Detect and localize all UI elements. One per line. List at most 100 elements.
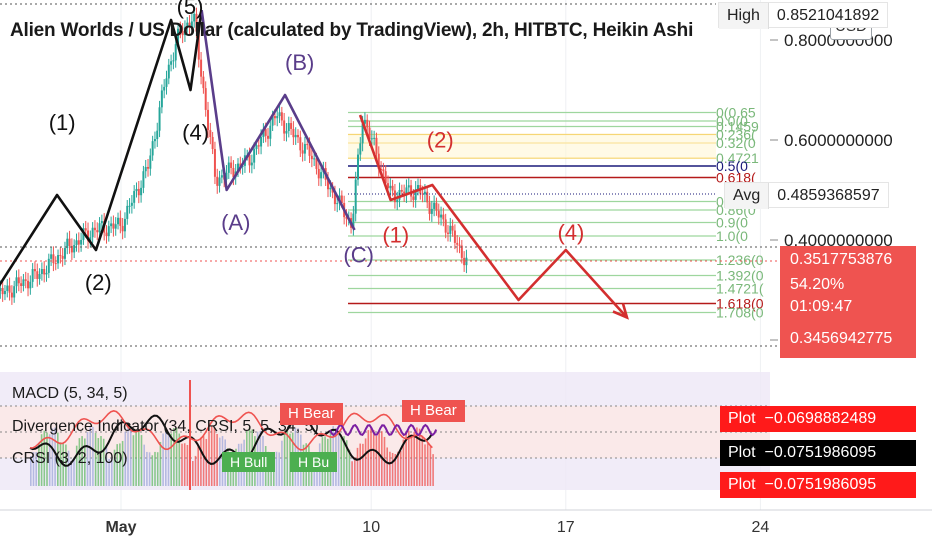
candle-body-94 <box>170 61 173 65</box>
candle-body-138 <box>271 116 274 126</box>
macd-bar-31 <box>113 449 116 486</box>
macd-bar-117 <box>345 440 348 486</box>
macd-bar-75 <box>232 458 235 486</box>
macd-bar-124 <box>364 438 367 486</box>
candle-body-162 <box>326 179 329 190</box>
macd-bar-70 <box>219 437 221 486</box>
fib-label-12: 1.236(0 <box>716 252 764 268</box>
macd-bar-137 <box>399 450 402 486</box>
fib-band-yellow <box>348 134 716 158</box>
candle-body-208 <box>433 202 436 209</box>
wave-label-wB: (B) <box>285 50 314 75</box>
candle-body-95 <box>172 60 175 62</box>
candle-body-146 <box>290 123 293 129</box>
fib-label-14: 1.4721( <box>716 281 764 297</box>
macd-bar-91 <box>275 451 278 486</box>
candle-body-123 <box>237 163 240 172</box>
candle-body-50 <box>68 238 71 246</box>
bear-label-1: H Bear <box>280 403 343 425</box>
candle-body-32 <box>27 280 30 289</box>
candle-body-204 <box>423 191 426 195</box>
candle-body-83 <box>144 166 147 172</box>
candle-layer <box>0 7 468 305</box>
macd-bar-122 <box>359 443 361 486</box>
macd-bar-127 <box>372 430 375 486</box>
candle-body-104 <box>193 13 196 22</box>
crsi-line <box>29 413 434 467</box>
candle-body-145 <box>287 123 290 131</box>
macd-bar-143 <box>416 427 418 486</box>
candle-body-158 <box>317 168 320 179</box>
macd-bar-51 <box>167 433 170 486</box>
candle-body-141 <box>278 112 281 117</box>
macd-bar-105 <box>313 461 316 486</box>
candle-body-35 <box>33 269 36 272</box>
candle-body-193 <box>398 189 401 200</box>
macd-bar-121 <box>356 447 359 486</box>
candle-body-116 <box>220 175 223 178</box>
candle-body-150 <box>299 137 302 151</box>
macd-bar-136 <box>397 451 399 486</box>
candle-body-87 <box>153 139 156 142</box>
macd-bar-67 <box>210 426 213 486</box>
candle-body-88 <box>156 130 159 140</box>
candle-body-133 <box>260 137 263 147</box>
candle-body-24 <box>8 285 11 293</box>
candle-body-60 <box>91 227 94 238</box>
plot-tag-3-value: −0.0751986095 <box>764 476 877 493</box>
candle-body-181 <box>370 138 373 140</box>
macd-bar-139 <box>405 432 407 486</box>
candle-body-93 <box>167 64 170 79</box>
macd-bar-15 <box>70 460 73 486</box>
fib-label-1: 0.0(0 <box>716 113 748 129</box>
macd-bar-135 <box>394 454 397 486</box>
wave-label-w5: (5) <box>177 0 204 19</box>
candle-body-191 <box>393 190 396 203</box>
last-price-tag: 0.3517753876 54.20% 01:09:47 0.345694277… <box>780 246 916 358</box>
crsi-label: CRSI (3, 2, 100) <box>12 450 128 467</box>
candle-body-148 <box>294 134 297 138</box>
fib-label-16: 1.708(0 <box>716 305 764 321</box>
candle-body-175 <box>356 154 359 180</box>
candle-body-201 <box>416 185 419 189</box>
wave-label-w4: (4) <box>182 120 209 145</box>
plot-tag-2-value: −0.0751986095 <box>764 444 877 461</box>
candle-body-174 <box>354 179 357 214</box>
candle-body-194 <box>400 189 403 192</box>
macd-bar-14 <box>67 450 70 486</box>
candle-body-105 <box>195 13 198 32</box>
candle-body-92 <box>165 78 168 87</box>
macd-bar-120 <box>354 457 356 486</box>
macd-bar-6 <box>46 432 48 486</box>
macd-bar-138 <box>402 439 405 486</box>
macd-bar-11 <box>59 442 62 486</box>
candle-body-38 <box>40 269 43 275</box>
candle-body-54 <box>77 240 80 245</box>
macd-bar-34 <box>121 440 124 486</box>
macd-bar-58 <box>186 444 189 486</box>
candle-body-132 <box>257 145 260 147</box>
candle-body-46 <box>59 255 62 257</box>
wave-label-wA: (A) <box>221 210 250 235</box>
candle-body-41 <box>47 258 50 273</box>
candle-body-29 <box>20 283 23 287</box>
bear-label-2: H Bear <box>402 400 465 422</box>
macd-bar-19 <box>81 436 83 486</box>
candle-body-90 <box>160 90 163 108</box>
low-price: 0.3456942775 <box>780 324 916 354</box>
candle-body-140 <box>276 116 279 119</box>
fib-label-3: 0.236( <box>716 127 756 143</box>
candle-body-151 <box>301 150 304 154</box>
macd-bar-38 <box>132 435 135 486</box>
macd-bar-134 <box>391 452 394 486</box>
candle-body-154 <box>308 144 311 156</box>
time-tick-3: 17 <box>557 519 575 536</box>
macd-bar-148 <box>429 446 432 486</box>
candle-body-168 <box>340 195 343 204</box>
candle-body-75 <box>126 205 129 219</box>
candle-body-78 <box>133 191 136 203</box>
candle-body-79 <box>135 188 138 192</box>
candle-body-85 <box>149 155 152 169</box>
macd-bar-49 <box>162 433 164 486</box>
